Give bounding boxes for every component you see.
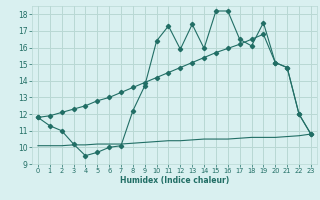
- X-axis label: Humidex (Indice chaleur): Humidex (Indice chaleur): [120, 176, 229, 185]
